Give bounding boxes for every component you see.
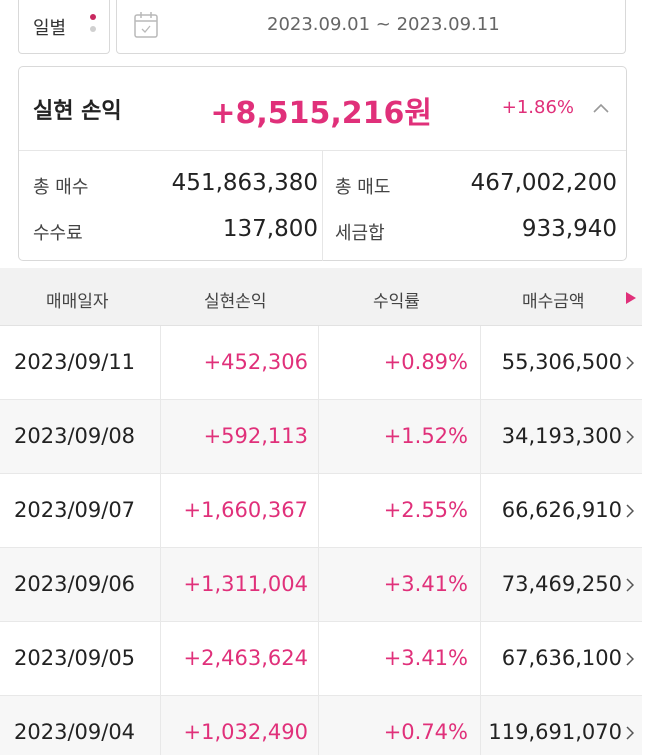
column-divider <box>480 474 481 548</box>
more-vertical-icon <box>90 14 96 32</box>
row-date: 2023/09/06 <box>14 572 136 596</box>
row-rate: +2.55% <box>383 498 468 522</box>
row-pnl: +1,311,004 <box>183 572 308 596</box>
column-divider <box>480 622 481 696</box>
column-divider <box>318 474 319 548</box>
table-row[interactable]: 2023/09/04 +1,032,490 +0.74% 119,691,070 <box>0 696 642 755</box>
total-sell: 총 매도 467,002,200 <box>335 170 617 213</box>
realized-pnl-amount: +8,515,216원 <box>210 96 432 131</box>
column-divider <box>480 400 481 474</box>
summary-header[interactable]: 실현 손익 +8,515,216원 +1.86% <box>19 67 626 151</box>
column-divider <box>480 696 481 755</box>
column-header-rate[interactable]: 수익률 <box>373 292 420 312</box>
commission-label: 수수료 <box>33 223 83 244</box>
row-rate: +1.52% <box>383 424 468 448</box>
total-buy-value: 451,863,380 <box>171 170 318 196</box>
row-buy-amount: 34,193,300 <box>501 424 622 448</box>
row-pnl: +2,463,624 <box>183 646 308 670</box>
tax-total-label: 세금합 <box>335 223 385 244</box>
table-row[interactable]: 2023/09/08 +592,113 +1.52% 34,193,300 <box>0 400 642 474</box>
tax-total: 세금합 933,940 <box>335 216 617 259</box>
summary-title: 실현 손익 <box>33 99 122 124</box>
summary-divider <box>322 151 323 261</box>
row-rate: +0.74% <box>383 720 468 744</box>
chevron-right-icon <box>626 651 635 670</box>
column-divider <box>160 696 161 755</box>
row-date: 2023/09/04 <box>14 720 136 744</box>
column-divider <box>160 548 161 622</box>
realized-pnl-percent: +1.86% <box>501 97 574 118</box>
column-divider <box>318 696 319 755</box>
summary-details: 총 매수 451,863,380 총 매도 467,002,200 수수료 13… <box>19 151 626 261</box>
row-date: 2023/09/07 <box>14 498 136 522</box>
row-pnl: +452,306 <box>203 350 308 374</box>
row-buy-amount: 67,636,100 <box>501 646 622 670</box>
column-divider <box>480 326 481 400</box>
table-row[interactable]: 2023/09/07 +1,660,367 +2.55% 66,626,910 <box>0 474 642 548</box>
row-pnl: +1,660,367 <box>183 498 308 522</box>
date-range-text: 2023.09.01 ~ 2023.09.11 <box>267 14 500 35</box>
period-select[interactable]: 일별 <box>18 0 110 54</box>
commission: 수수료 137,800 <box>33 216 318 259</box>
table-header: 매매일자 실현손익 수익률 매수금액 <box>0 268 642 326</box>
commission-value: 137,800 <box>222 216 318 242</box>
date-range-picker[interactable]: 2023.09.01 ~ 2023.09.11 <box>116 0 626 54</box>
row-buy-amount: 55,306,500 <box>501 350 622 374</box>
calendar-icon <box>133 10 159 44</box>
table-row[interactable]: 2023/09/11 +452,306 +0.89% 55,306,500 <box>0 326 642 400</box>
column-divider <box>318 622 319 696</box>
column-header-buy-amount[interactable]: 매수금액 <box>522 292 585 312</box>
total-buy: 총 매수 451,863,380 <box>33 170 318 213</box>
column-header-date[interactable]: 매매일자 <box>46 292 109 312</box>
chevron-right-icon <box>626 503 635 522</box>
total-sell-value: 467,002,200 <box>470 170 617 196</box>
total-buy-label: 총 매수 <box>33 177 89 198</box>
tax-total-value: 933,940 <box>521 216 617 242</box>
chevron-right-icon <box>626 725 635 744</box>
row-buy-amount: 66,626,910 <box>501 498 622 522</box>
chevron-right-icon <box>626 429 635 448</box>
table-row[interactable]: 2023/09/06 +1,311,004 +3.41% 73,469,250 <box>0 548 642 622</box>
row-pnl: +592,113 <box>203 424 308 448</box>
scroll-right-icon[interactable] <box>625 290 637 309</box>
column-divider <box>160 326 161 400</box>
period-label: 일별 <box>33 17 67 39</box>
chevron-up-icon[interactable] <box>592 99 610 118</box>
column-divider <box>160 474 161 548</box>
chevron-right-icon <box>626 577 635 596</box>
filter-bar: 일별 2023.09.01 ~ 2023.09.11 <box>18 0 626 54</box>
chevron-right-icon <box>626 355 635 374</box>
row-rate: +3.41% <box>383 572 468 596</box>
summary-card: 실현 손익 +8,515,216원 +1.86% 총 매수 451,863,38… <box>18 66 627 261</box>
column-divider <box>160 400 161 474</box>
column-divider <box>318 400 319 474</box>
table-row[interactable]: 2023/09/05 +2,463,624 +3.41% 67,636,100 <box>0 622 642 696</box>
column-divider <box>480 548 481 622</box>
row-buy-amount: 119,691,070 <box>488 720 622 744</box>
row-rate: +0.89% <box>383 350 468 374</box>
row-rate: +3.41% <box>383 646 468 670</box>
column-divider <box>160 622 161 696</box>
row-date: 2023/09/08 <box>14 424 136 448</box>
column-divider <box>318 326 319 400</box>
column-divider <box>318 548 319 622</box>
column-header-pnl[interactable]: 실현손익 <box>204 292 267 312</box>
row-date: 2023/09/11 <box>14 350 136 374</box>
row-buy-amount: 73,469,250 <box>501 572 622 596</box>
row-pnl: +1,032,490 <box>183 720 308 744</box>
row-date: 2023/09/05 <box>14 646 136 670</box>
total-sell-label: 총 매도 <box>335 177 391 198</box>
